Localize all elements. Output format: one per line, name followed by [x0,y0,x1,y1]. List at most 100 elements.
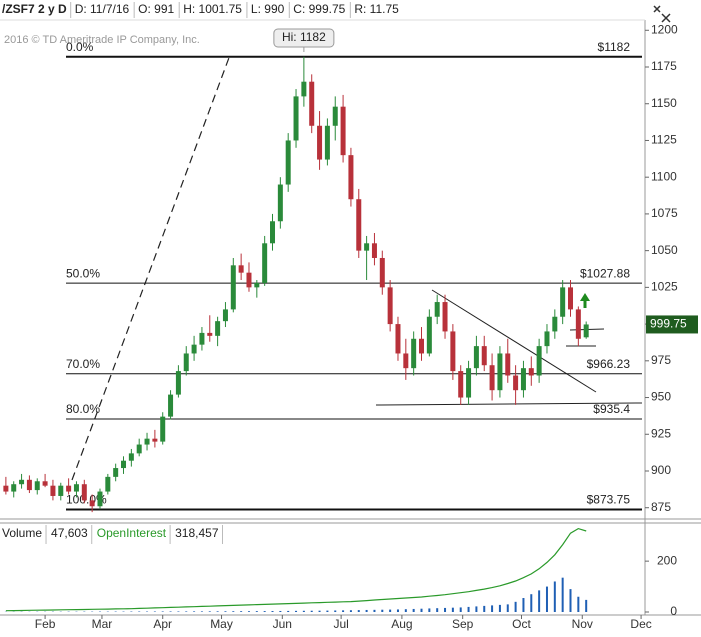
v-tick-label: 0 [670,604,677,618]
volume-bar [396,609,399,612]
volume-bar [349,610,352,612]
volume-bar [514,601,517,612]
candle-body [379,257,385,288]
candle-body [575,309,581,339]
header-field: D: 11/7/16 [75,2,130,16]
volume-bar [404,609,407,612]
y-tick-label: 925 [651,426,671,440]
x-tick-label: Jul [333,617,348,631]
candle-body [207,332,213,336]
candle-body [254,282,260,288]
candle-body [168,394,174,417]
header-field: R: 11.75 [354,2,399,16]
candle-body [442,302,448,332]
oi-name: OpenInterest [97,526,167,540]
candle-body [434,302,440,317]
candle-body [387,287,393,325]
header-field: C: 999.75 [293,2,345,16]
candle-body [73,484,79,492]
volume-bar [451,607,454,612]
volume-bar [326,610,329,612]
level-price-label: $1027.88 [580,266,630,280]
candle-body [144,438,150,445]
candle-body [215,321,221,336]
volume-bar [200,611,203,612]
candle-body [246,272,252,288]
hi-label: Hi: 1182 [282,30,326,44]
volume-bar [459,607,462,612]
candle-body [536,346,542,376]
x-tick-label: Aug [391,617,412,631]
candle-body [160,416,166,442]
volume-bar [436,608,439,612]
y-tick-label: 950 [651,390,671,404]
candle-body [19,479,25,485]
toolbar-icon[interactable] [653,5,671,23]
volume-bar [224,611,227,612]
x-tick-label: Apr [153,617,172,631]
candle-body [513,375,519,391]
open-interest-line [5,527,587,612]
level-price-label: $1182 [598,40,631,54]
support-line [375,402,643,406]
candle-body [356,199,362,251]
candle-body [568,287,574,310]
volume-bar [263,611,266,612]
volume-bar [271,611,274,612]
candle-body [34,481,40,491]
candle-body [3,485,9,492]
volume-bar [302,610,305,612]
volume-bar [161,611,164,612]
candle-body [403,353,409,369]
volume-bar [279,610,282,612]
candle-body [152,438,158,442]
level-price-label: $935.4 [593,402,630,416]
candle-body [50,485,56,496]
x-tick-label: Dec [630,617,651,631]
volume-bar [342,610,345,612]
trend-line [431,289,597,393]
candle-body [301,81,307,97]
level-label: 50.0% [66,266,100,280]
volume-bar [373,609,376,612]
volume-bar [381,609,384,612]
volume-bar [318,610,321,612]
candle-body [419,338,425,354]
volume-bar [208,611,211,612]
candle-body [309,81,315,126]
candle-body [520,368,526,391]
candle-body [26,479,32,491]
candle-body [458,371,464,398]
candle-body [105,476,111,492]
candle-body [505,353,511,376]
volume-bar [177,611,180,612]
v-tick-label: 200 [657,553,677,567]
y-tick-label: 1150 [651,96,677,110]
volume-bar [483,605,486,612]
level-label: 0.0% [66,40,94,54]
volume-bar [522,598,525,612]
volume-bar [255,611,258,612]
candle-body [199,332,205,345]
volume-bar [185,611,188,612]
candle-body [473,346,479,369]
oi-last: 318,457 [175,526,219,540]
candle-body [371,243,377,258]
candle-body [262,243,268,283]
candle-body [348,155,354,200]
x-tick-label: Jun [273,617,292,631]
candle-body [552,316,558,332]
volume-bar [530,594,533,612]
volume-bar [585,599,588,612]
candle-body [89,500,95,507]
volume-bar [475,606,478,612]
y-tick-label: 1075 [651,206,678,220]
symbol: /ZSF7 2 y D [2,2,67,16]
volume-bar [569,589,572,612]
x-tick-label: Mar [92,617,113,631]
candle-body [128,453,134,461]
candle-body [466,368,472,398]
volume-bar [232,611,235,612]
volume-last: 47,603 [51,526,88,540]
